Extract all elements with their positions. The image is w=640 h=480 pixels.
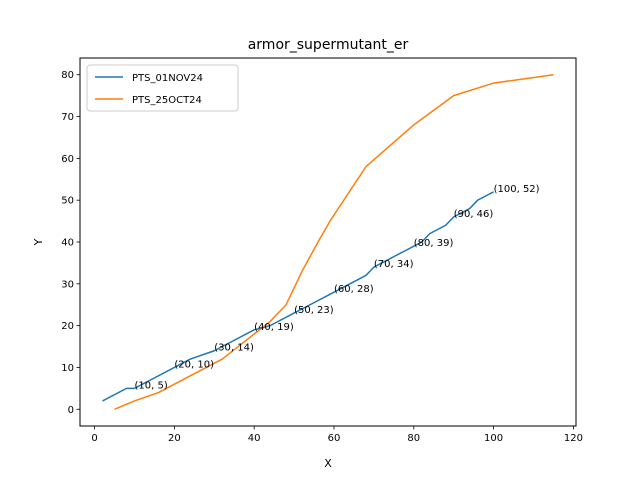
y-tick-label: 70 [61, 112, 74, 123]
y-tick-label: 80 [61, 70, 74, 81]
y-tick-label: 40 [61, 238, 74, 249]
annotation-label: (30, 14) [214, 343, 254, 354]
series-line-2 [114, 73, 554, 410]
series-lines [102, 73, 554, 410]
y-tick-label: 0 [68, 405, 74, 416]
x-tick-label: 120 [564, 433, 583, 444]
x-tick-label: 20 [168, 433, 181, 444]
x-tick-label: 80 [407, 433, 420, 444]
y-axis-label: Y [32, 238, 45, 246]
annotation-label: (20, 10) [174, 359, 214, 370]
annotation-label: (10, 5) [134, 380, 167, 391]
annotation-label: (40, 19) [254, 322, 294, 333]
x-axis-label: X [324, 457, 332, 470]
legend-box [86, 64, 239, 112]
legend: PTS_01NOV24 PTS_25OCT24 [86, 64, 239, 112]
annotation-label: (100, 52) [494, 184, 540, 195]
x-tick-label: 60 [328, 433, 341, 444]
point-annotations: (10, 5)(20, 10)(30, 14)(40, 19)(50, 23)(… [134, 184, 539, 392]
annotation-label: (60, 28) [334, 284, 374, 295]
y-tick-label: 50 [61, 196, 74, 207]
x-axis: 0 20 40 60 80 100 120 [91, 426, 583, 444]
x-tick-label: 40 [248, 433, 261, 444]
y-axis: 0 10 20 30 40 50 60 70 80 [61, 70, 80, 416]
x-tick-label: 100 [484, 433, 503, 444]
legend-entry: PTS_01NOV24 [132, 73, 203, 84]
legend-entry: PTS_25OCT24 [132, 95, 202, 106]
y-tick-label: 10 [61, 363, 74, 374]
x-tick-label: 0 [91, 433, 97, 444]
annotation-label: (80, 39) [414, 238, 454, 249]
y-tick-label: 30 [61, 279, 74, 290]
series-line-1 [102, 191, 494, 402]
y-tick-label: 20 [61, 321, 74, 332]
annotation-label: (70, 34) [374, 259, 414, 270]
annotation-label: (90, 46) [454, 209, 494, 220]
y-tick-label: 60 [61, 154, 74, 165]
chart-title: armor_supermutant_er [248, 37, 409, 53]
annotation-label: (50, 23) [294, 305, 334, 316]
